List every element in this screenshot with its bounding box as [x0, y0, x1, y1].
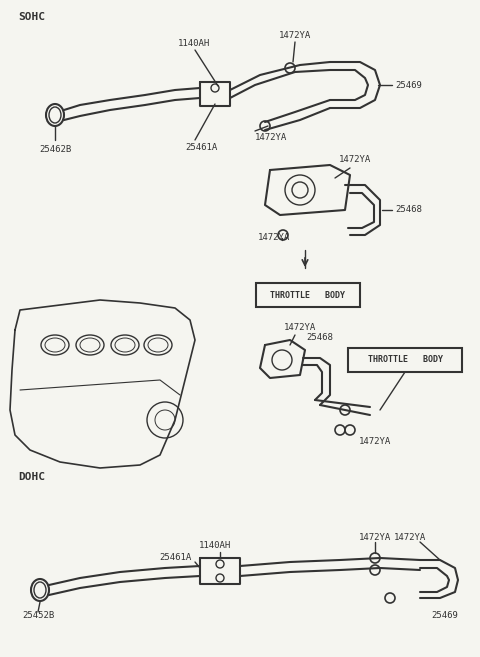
Text: 25469: 25469	[395, 81, 422, 89]
Text: SOHC: SOHC	[18, 12, 45, 22]
Text: 1140AH: 1140AH	[199, 541, 231, 549]
Text: 25468: 25468	[395, 206, 422, 214]
Text: 1472YA: 1472YA	[359, 533, 391, 541]
Text: THROTTLE   BODY: THROTTLE BODY	[271, 290, 346, 300]
Text: 1472YA: 1472YA	[359, 438, 391, 447]
Text: 1140AH: 1140AH	[178, 39, 210, 47]
Text: 1472YA: 1472YA	[255, 133, 287, 143]
Text: 25469: 25469	[432, 610, 458, 620]
Text: 25468: 25468	[307, 334, 334, 342]
Text: 1472YA: 1472YA	[279, 30, 311, 39]
Text: 1472YA: 1472YA	[258, 233, 290, 242]
Text: 25462B: 25462B	[39, 145, 71, 154]
Text: 1472YA: 1472YA	[284, 323, 316, 332]
Text: 1472YA: 1472YA	[339, 156, 371, 164]
Text: 1472YA: 1472YA	[394, 533, 426, 541]
Text: THROTTLE   BODY: THROTTLE BODY	[368, 355, 443, 365]
Text: DOHC: DOHC	[18, 472, 45, 482]
Text: 25452B: 25452B	[22, 610, 54, 620]
Text: 25461A: 25461A	[185, 143, 217, 152]
Text: 25461A: 25461A	[159, 553, 191, 562]
